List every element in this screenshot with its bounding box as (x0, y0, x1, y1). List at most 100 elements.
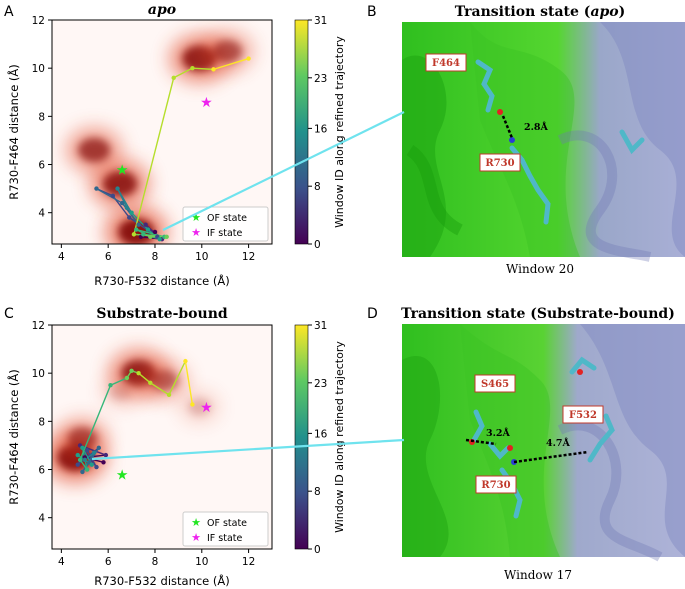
y-tick-label-c: 12 (32, 320, 45, 332)
colorbar-a (294, 19, 309, 245)
helix-shape (557, 420, 663, 562)
trajectory-point-a-8 (120, 200, 125, 206)
panel-letter-a: A (4, 4, 14, 20)
hbond-line-d2 (513, 450, 589, 464)
trajectory-point-a-6 (110, 193, 116, 199)
density-core-c-3 (150, 370, 179, 391)
state-star-icon-a-0: ★ (116, 162, 129, 178)
residue-label-f532: F532 (569, 410, 597, 421)
density-core-a-2 (78, 138, 111, 162)
trajectory-point-c-20 (136, 370, 141, 376)
plot-c-frame (51, 324, 273, 550)
trajectory-segment-c-23 (184, 361, 194, 405)
trajectory-segment-c-16 (79, 384, 112, 461)
x-tick-label-c: 12 (242, 556, 255, 568)
trajectory-point-a-19 (164, 234, 169, 239)
colorbar-tick-label-c: 31 (314, 320, 327, 332)
trajectory-segment-a-21 (173, 67, 193, 79)
trajectory-point-a-12 (129, 210, 134, 215)
trajectory-point-a-11 (115, 186, 120, 191)
colorbar-tick-label-c: 16 (314, 428, 328, 440)
trajectory-point-c-16 (77, 457, 83, 463)
trajectory-point-c-0 (101, 460, 106, 465)
y-axis-label-c: R730-F464 distance (Å) (6, 369, 21, 505)
legend-label-if-c: IF state (207, 533, 243, 544)
hbond-line-d1 (465, 438, 497, 446)
hbond-line-b (501, 115, 514, 139)
panel-letter-d: D (367, 306, 378, 322)
trajectory-point-c-14 (80, 445, 85, 451)
trajectory-point-a-24 (246, 56, 251, 61)
legend-label-of-c: OF state (207, 518, 247, 529)
state-star-icon-a-1: ★ (200, 95, 213, 111)
trajectory-point-a-13 (145, 227, 151, 232)
nitrogen-atom (509, 137, 515, 143)
trajectory-point-c-18 (124, 375, 130, 381)
structure-image-b: F464 R730 2.8Å (402, 22, 685, 262)
helix-shape (557, 130, 652, 262)
helix-shape (406, 145, 464, 236)
x-tick-label-c: 4 (58, 556, 65, 568)
colorbar-tick-label-a: 16 (314, 123, 328, 135)
residue-label-s465: S465 (481, 379, 509, 390)
x-axis-label-a: R730-F532 distance (Å) (94, 273, 230, 288)
x-tick-label-a: 10 (195, 251, 208, 263)
trajectory-point-c-12 (75, 452, 80, 458)
trajectory-point-c-22 (166, 392, 172, 398)
structure-d-background (402, 324, 685, 557)
panel-a-title: apo (148, 2, 176, 18)
trajectory-point-a-10 (124, 205, 130, 211)
legend-c-box (182, 511, 269, 547)
y-tick-label-a: 6 (38, 160, 45, 172)
panel-letter-c: C (4, 306, 14, 322)
y-tick-label-c: 10 (32, 368, 45, 380)
trajectory-segment-c-22 (168, 360, 187, 396)
colorbar-tick-label-a: 31 (314, 15, 327, 27)
x-tick-label-c: 6 (105, 556, 112, 568)
colorbar-tick-label-c: 0 (314, 544, 321, 556)
colorbar-tick-label-c: 8 (314, 486, 321, 498)
residue-box-s465 (474, 374, 516, 393)
y-tick-label-c: 4 (38, 513, 45, 525)
stick-ligand (569, 356, 597, 375)
trajectory-segment-a-22 (192, 67, 214, 71)
trajectory-point-a-21 (171, 75, 176, 81)
panel-d-title: Transition state (Substrate-bound) (401, 306, 675, 322)
y-tick-label-a: 12 (32, 15, 45, 27)
legend-star-icon-if: ★ (191, 226, 201, 239)
trajectory-segment-a-11 (116, 188, 133, 214)
trajectory-segment-c-20 (138, 372, 151, 384)
helix-shape (580, 324, 685, 557)
panel-c-title: Substrate-bound (96, 306, 228, 322)
trajectory-point-c-7 (96, 445, 102, 451)
trajectory-segment-c-21 (149, 382, 170, 396)
trajectory-point-a-17 (134, 227, 139, 232)
residue-label-r730: R730 (481, 480, 510, 491)
legend-label-if-a: IF state (207, 228, 243, 239)
trajectory-point-a-3 (143, 222, 148, 227)
density-core-c-1 (67, 427, 98, 450)
trajectory-c (75, 358, 195, 475)
state-markers-c: ★★ (116, 400, 213, 483)
trajectory-point-a-7 (94, 186, 99, 191)
x-tick-label-c: 10 (195, 556, 208, 568)
trajectory-point-a-23 (211, 67, 216, 72)
colorbar-tick-label-a: 8 (314, 181, 321, 193)
trajectory-point-c-23 (183, 358, 188, 364)
trajectory-point-c-9 (80, 469, 85, 475)
x-tick-label-a: 6 (105, 251, 112, 263)
residue-label-f464: F464 (432, 58, 460, 69)
trajectory-point-a-5 (127, 215, 132, 220)
colorbar-label-a: Window ID along refined trajectory (333, 36, 346, 228)
stick-f532 (619, 129, 645, 155)
trajectory-point-c-11 (82, 457, 87, 463)
density-core-a-1 (102, 170, 138, 197)
colorbar-tick-label-a: 23 (314, 73, 327, 85)
density-core-c-4 (188, 398, 211, 416)
distance-label-d2: 4.7Å (546, 437, 571, 449)
trajectory-segment-c-17 (110, 377, 128, 386)
connector-line-a-b (162, 111, 405, 231)
window-label-b: Window 20 (506, 262, 574, 276)
